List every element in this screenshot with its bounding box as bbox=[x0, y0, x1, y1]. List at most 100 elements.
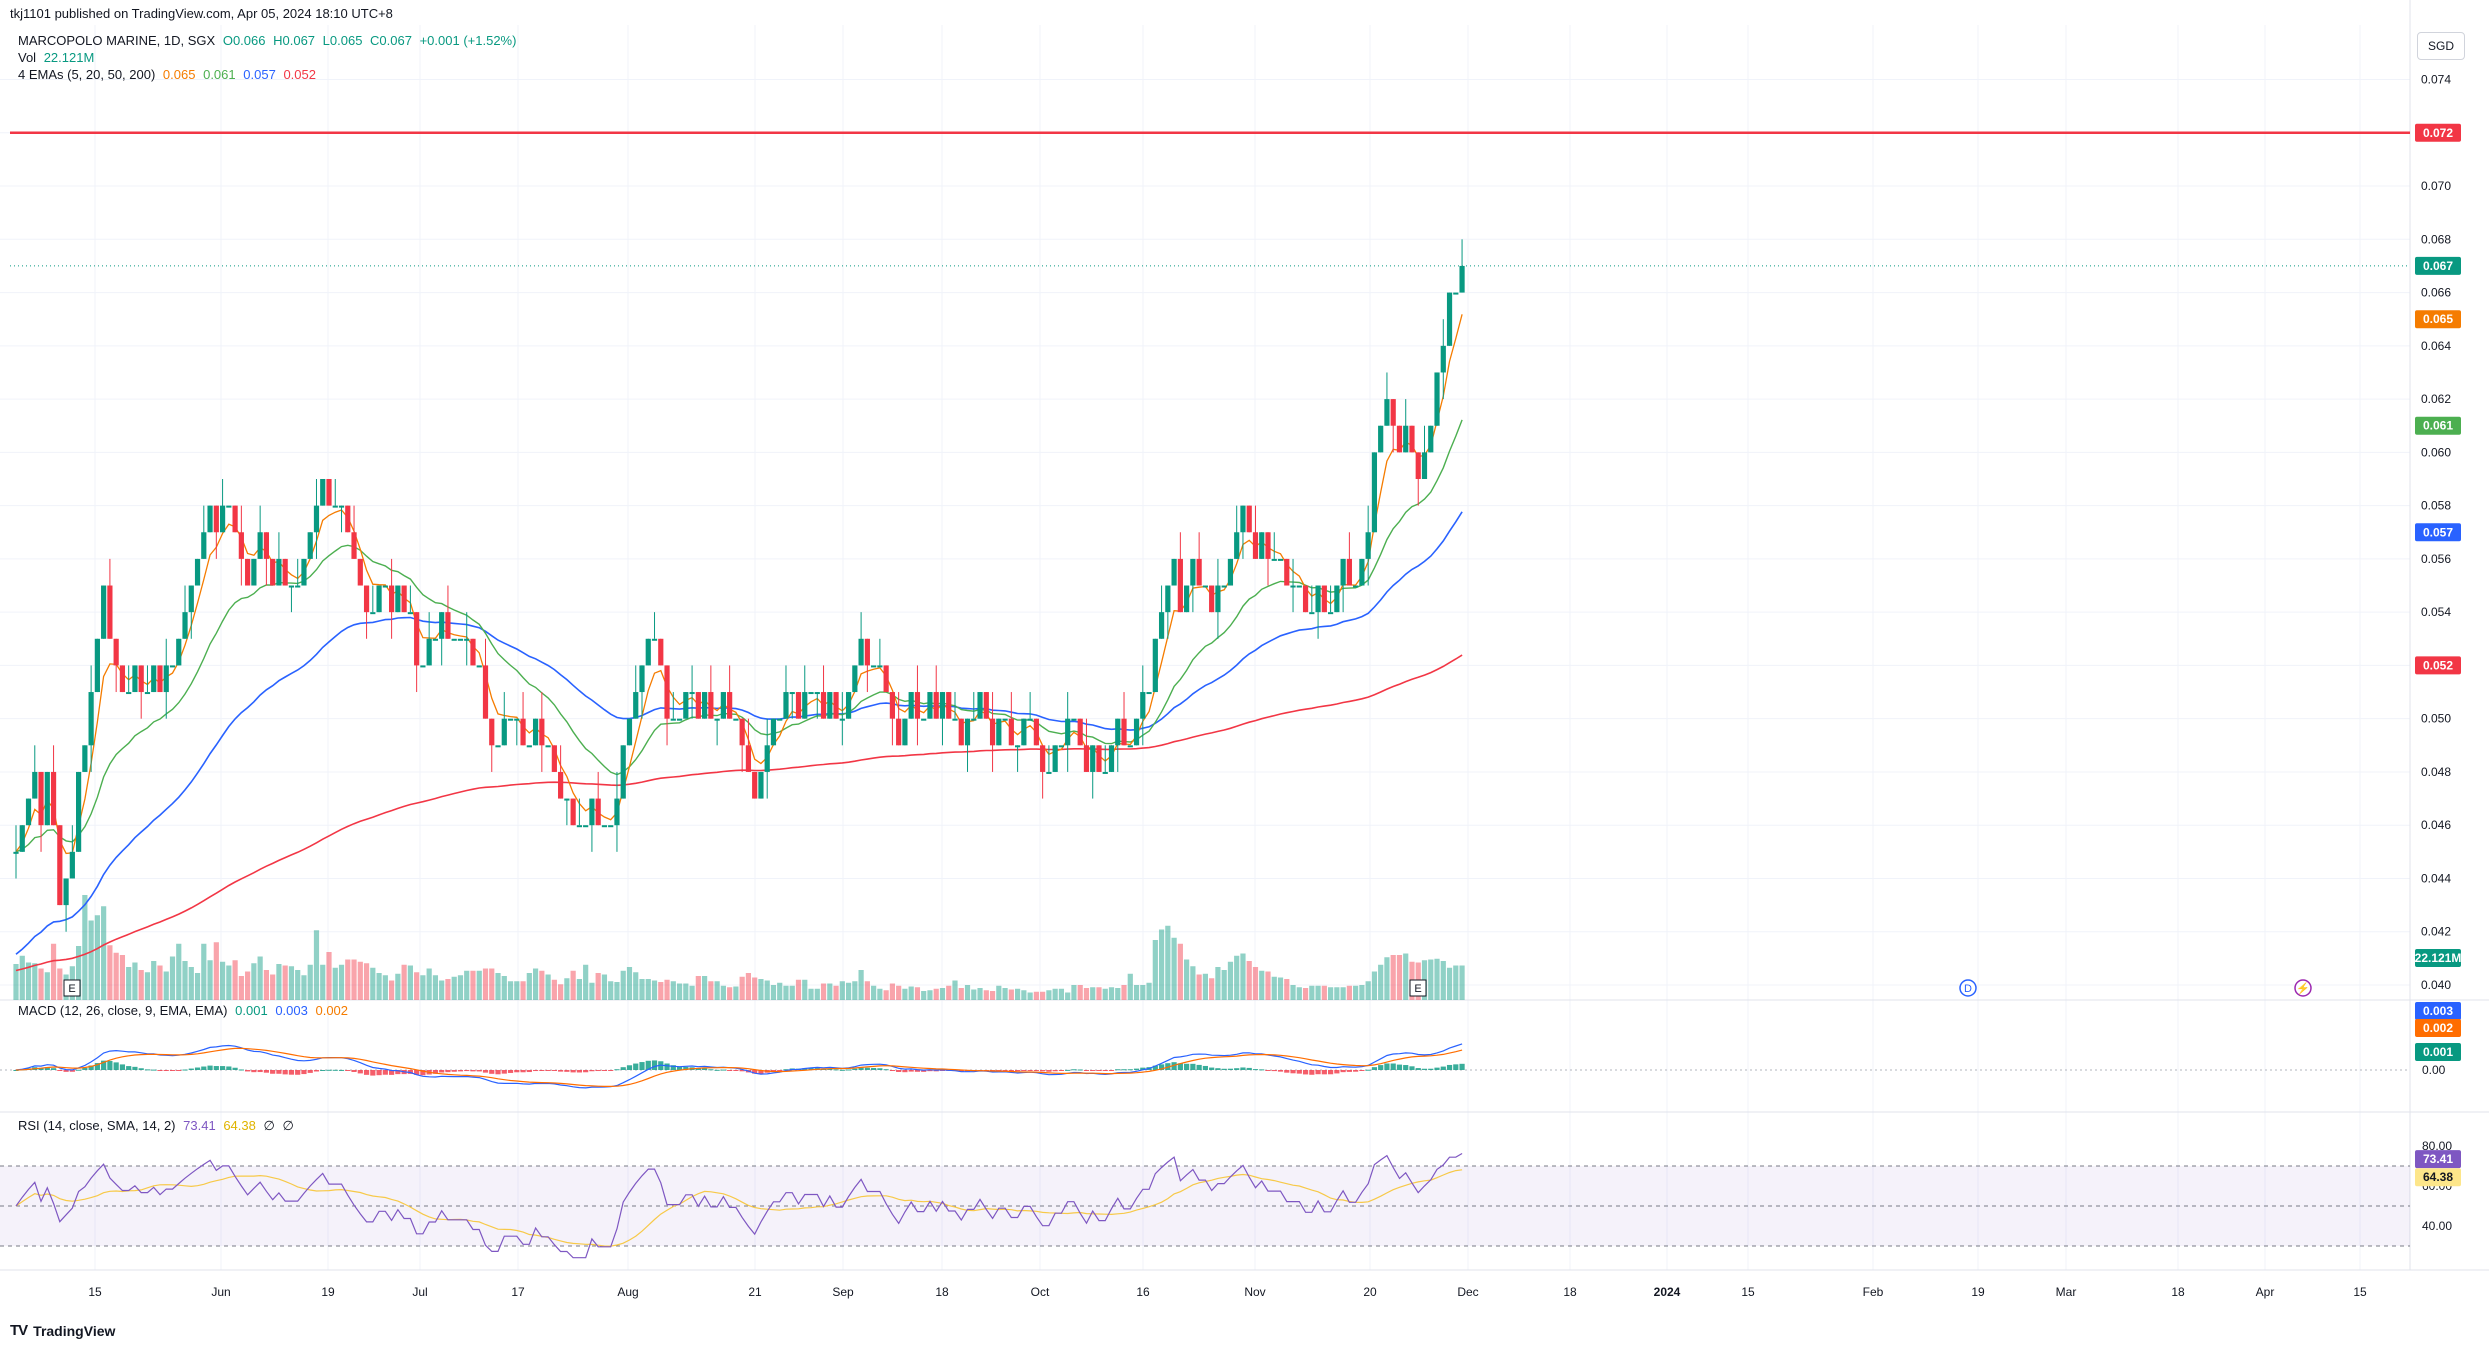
currency-button[interactable]: SGD bbox=[2417, 32, 2465, 60]
price-tick-label: 0.040 bbox=[2421, 978, 2451, 992]
macd-hist-bar bbox=[827, 1068, 833, 1070]
macd-hist-bar bbox=[714, 1069, 720, 1071]
volume-bar bbox=[207, 960, 213, 1000]
candle bbox=[1108, 745, 1115, 772]
candle bbox=[1434, 372, 1440, 426]
macd-hist-bar bbox=[939, 1070, 946, 1071]
split-icon[interactable] bbox=[2294, 979, 2312, 997]
macd-label[interactable]: MACD (12, 26, close, 9, EMA, EMA) bbox=[18, 1003, 228, 1018]
ema5-badge: 0.065 bbox=[2415, 310, 2461, 329]
macd-hist-bar bbox=[207, 1065, 213, 1070]
volume-bar bbox=[1359, 985, 1365, 1000]
macd-hist-bar bbox=[1171, 1062, 1177, 1070]
candle bbox=[814, 692, 820, 695]
volume-bar bbox=[1052, 988, 1058, 1000]
candle bbox=[119, 665, 126, 693]
last-price-badge: 0.067 bbox=[2415, 256, 2461, 275]
volume-bar bbox=[101, 906, 107, 1000]
macd-hist-bar bbox=[1215, 1068, 1221, 1070]
ema20-line bbox=[15, 419, 1463, 853]
price-tick-label: 0.042 bbox=[2421, 925, 2451, 939]
macd-hist-bar bbox=[752, 1070, 758, 1074]
price-tick-label: 0.074 bbox=[2421, 73, 2451, 87]
time-tick-label: Apr bbox=[2256, 1285, 2275, 1299]
volume-bar bbox=[658, 982, 664, 1000]
volume-bar bbox=[1277, 977, 1284, 1000]
time-tick-label: 19 bbox=[1971, 1285, 1985, 1299]
volume-bar bbox=[927, 990, 933, 1000]
macd-hist-badge-text: 0.001 bbox=[2423, 1045, 2453, 1059]
volume-bar bbox=[620, 970, 626, 1000]
split-icon-circle bbox=[2294, 979, 2312, 997]
macd-hist-bar bbox=[439, 1070, 445, 1073]
symbol-title[interactable]: MARCOPOLO MARINE, 1D, SGX bbox=[18, 33, 216, 48]
time-tick-label: 16 bbox=[1136, 1285, 1150, 1299]
macd-hist-bar bbox=[996, 1070, 1002, 1071]
candle bbox=[457, 638, 464, 641]
volume-bar bbox=[896, 985, 902, 1000]
candle bbox=[1040, 745, 1046, 772]
volume-bar bbox=[132, 962, 138, 1000]
volume-bar bbox=[470, 970, 476, 1000]
macd-hist-bar bbox=[1284, 1070, 1290, 1073]
candle bbox=[820, 692, 827, 719]
volume-bar bbox=[570, 970, 576, 1000]
macd-hist-bar bbox=[213, 1066, 219, 1070]
volume-bars bbox=[13, 895, 1465, 1000]
volume-bar bbox=[163, 971, 169, 1000]
earnings-icon[interactable] bbox=[1409, 979, 1427, 997]
macd-hist-bar bbox=[1202, 1065, 1208, 1070]
macd-hist-bar bbox=[570, 1070, 576, 1073]
macd-hist-bar bbox=[1033, 1070, 1039, 1071]
tradingview-logo-icon: TV bbox=[10, 1322, 28, 1339]
volume-bar bbox=[1459, 965, 1465, 1000]
candle bbox=[1215, 585, 1221, 613]
macd-line-badge: 0.003 bbox=[2415, 1002, 2461, 1020]
macd-hist-bar bbox=[845, 1069, 852, 1071]
time-tick-label: 20 bbox=[1363, 1285, 1377, 1299]
macd-hist-bar bbox=[645, 1060, 651, 1070]
volume-bar bbox=[1453, 965, 1459, 1000]
volume-bar bbox=[276, 964, 282, 1000]
macd-hist-bar bbox=[238, 1069, 244, 1071]
volume-bar bbox=[1434, 958, 1440, 1000]
volume-bar bbox=[1271, 976, 1277, 1000]
candle bbox=[1265, 532, 1271, 559]
candle bbox=[1328, 612, 1334, 615]
volume-bar bbox=[676, 983, 683, 1000]
ema-label[interactable]: 4 EMAs (5, 20, 50, 200) bbox=[18, 67, 156, 82]
volume-bar bbox=[88, 920, 94, 1000]
tradingview-brand[interactable]: TV TradingView bbox=[10, 1322, 115, 1339]
candle bbox=[1115, 718, 1121, 746]
candle bbox=[1015, 745, 1021, 748]
macd-hist-bar bbox=[601, 1070, 608, 1071]
candle bbox=[545, 745, 551, 748]
volume-bar bbox=[545, 974, 551, 1000]
volume-bar bbox=[702, 976, 708, 1000]
candle bbox=[1340, 558, 1346, 586]
candle bbox=[101, 585, 107, 639]
volume-bar bbox=[827, 983, 833, 1000]
volume-bar bbox=[739, 976, 745, 1000]
candle bbox=[507, 718, 514, 721]
volume-bar bbox=[119, 955, 126, 1000]
candle bbox=[1403, 425, 1409, 453]
volume-bar bbox=[583, 964, 589, 1000]
volume-bar bbox=[1428, 959, 1434, 1000]
ohlc-high: H0.067 bbox=[273, 33, 316, 48]
macd-hist-bar bbox=[232, 1067, 238, 1070]
dividend-icon[interactable] bbox=[1959, 979, 1977, 997]
volume-bar bbox=[401, 964, 407, 1000]
volume-label[interactable]: Vol bbox=[18, 50, 37, 65]
candle bbox=[1359, 558, 1365, 586]
candle bbox=[50, 771, 57, 826]
candle bbox=[1058, 745, 1065, 748]
earnings-icon[interactable] bbox=[63, 979, 81, 997]
macd-hist-badge: 0.001 bbox=[2415, 1043, 2461, 1061]
ohlc-low: L0.065 bbox=[322, 33, 363, 48]
macd-hist-bar bbox=[1259, 1069, 1265, 1071]
rsi-label[interactable]: RSI (14, close, SMA, 14, 2) bbox=[18, 1118, 176, 1133]
macd-hist-bar bbox=[464, 1070, 470, 1072]
candle bbox=[1152, 638, 1158, 693]
